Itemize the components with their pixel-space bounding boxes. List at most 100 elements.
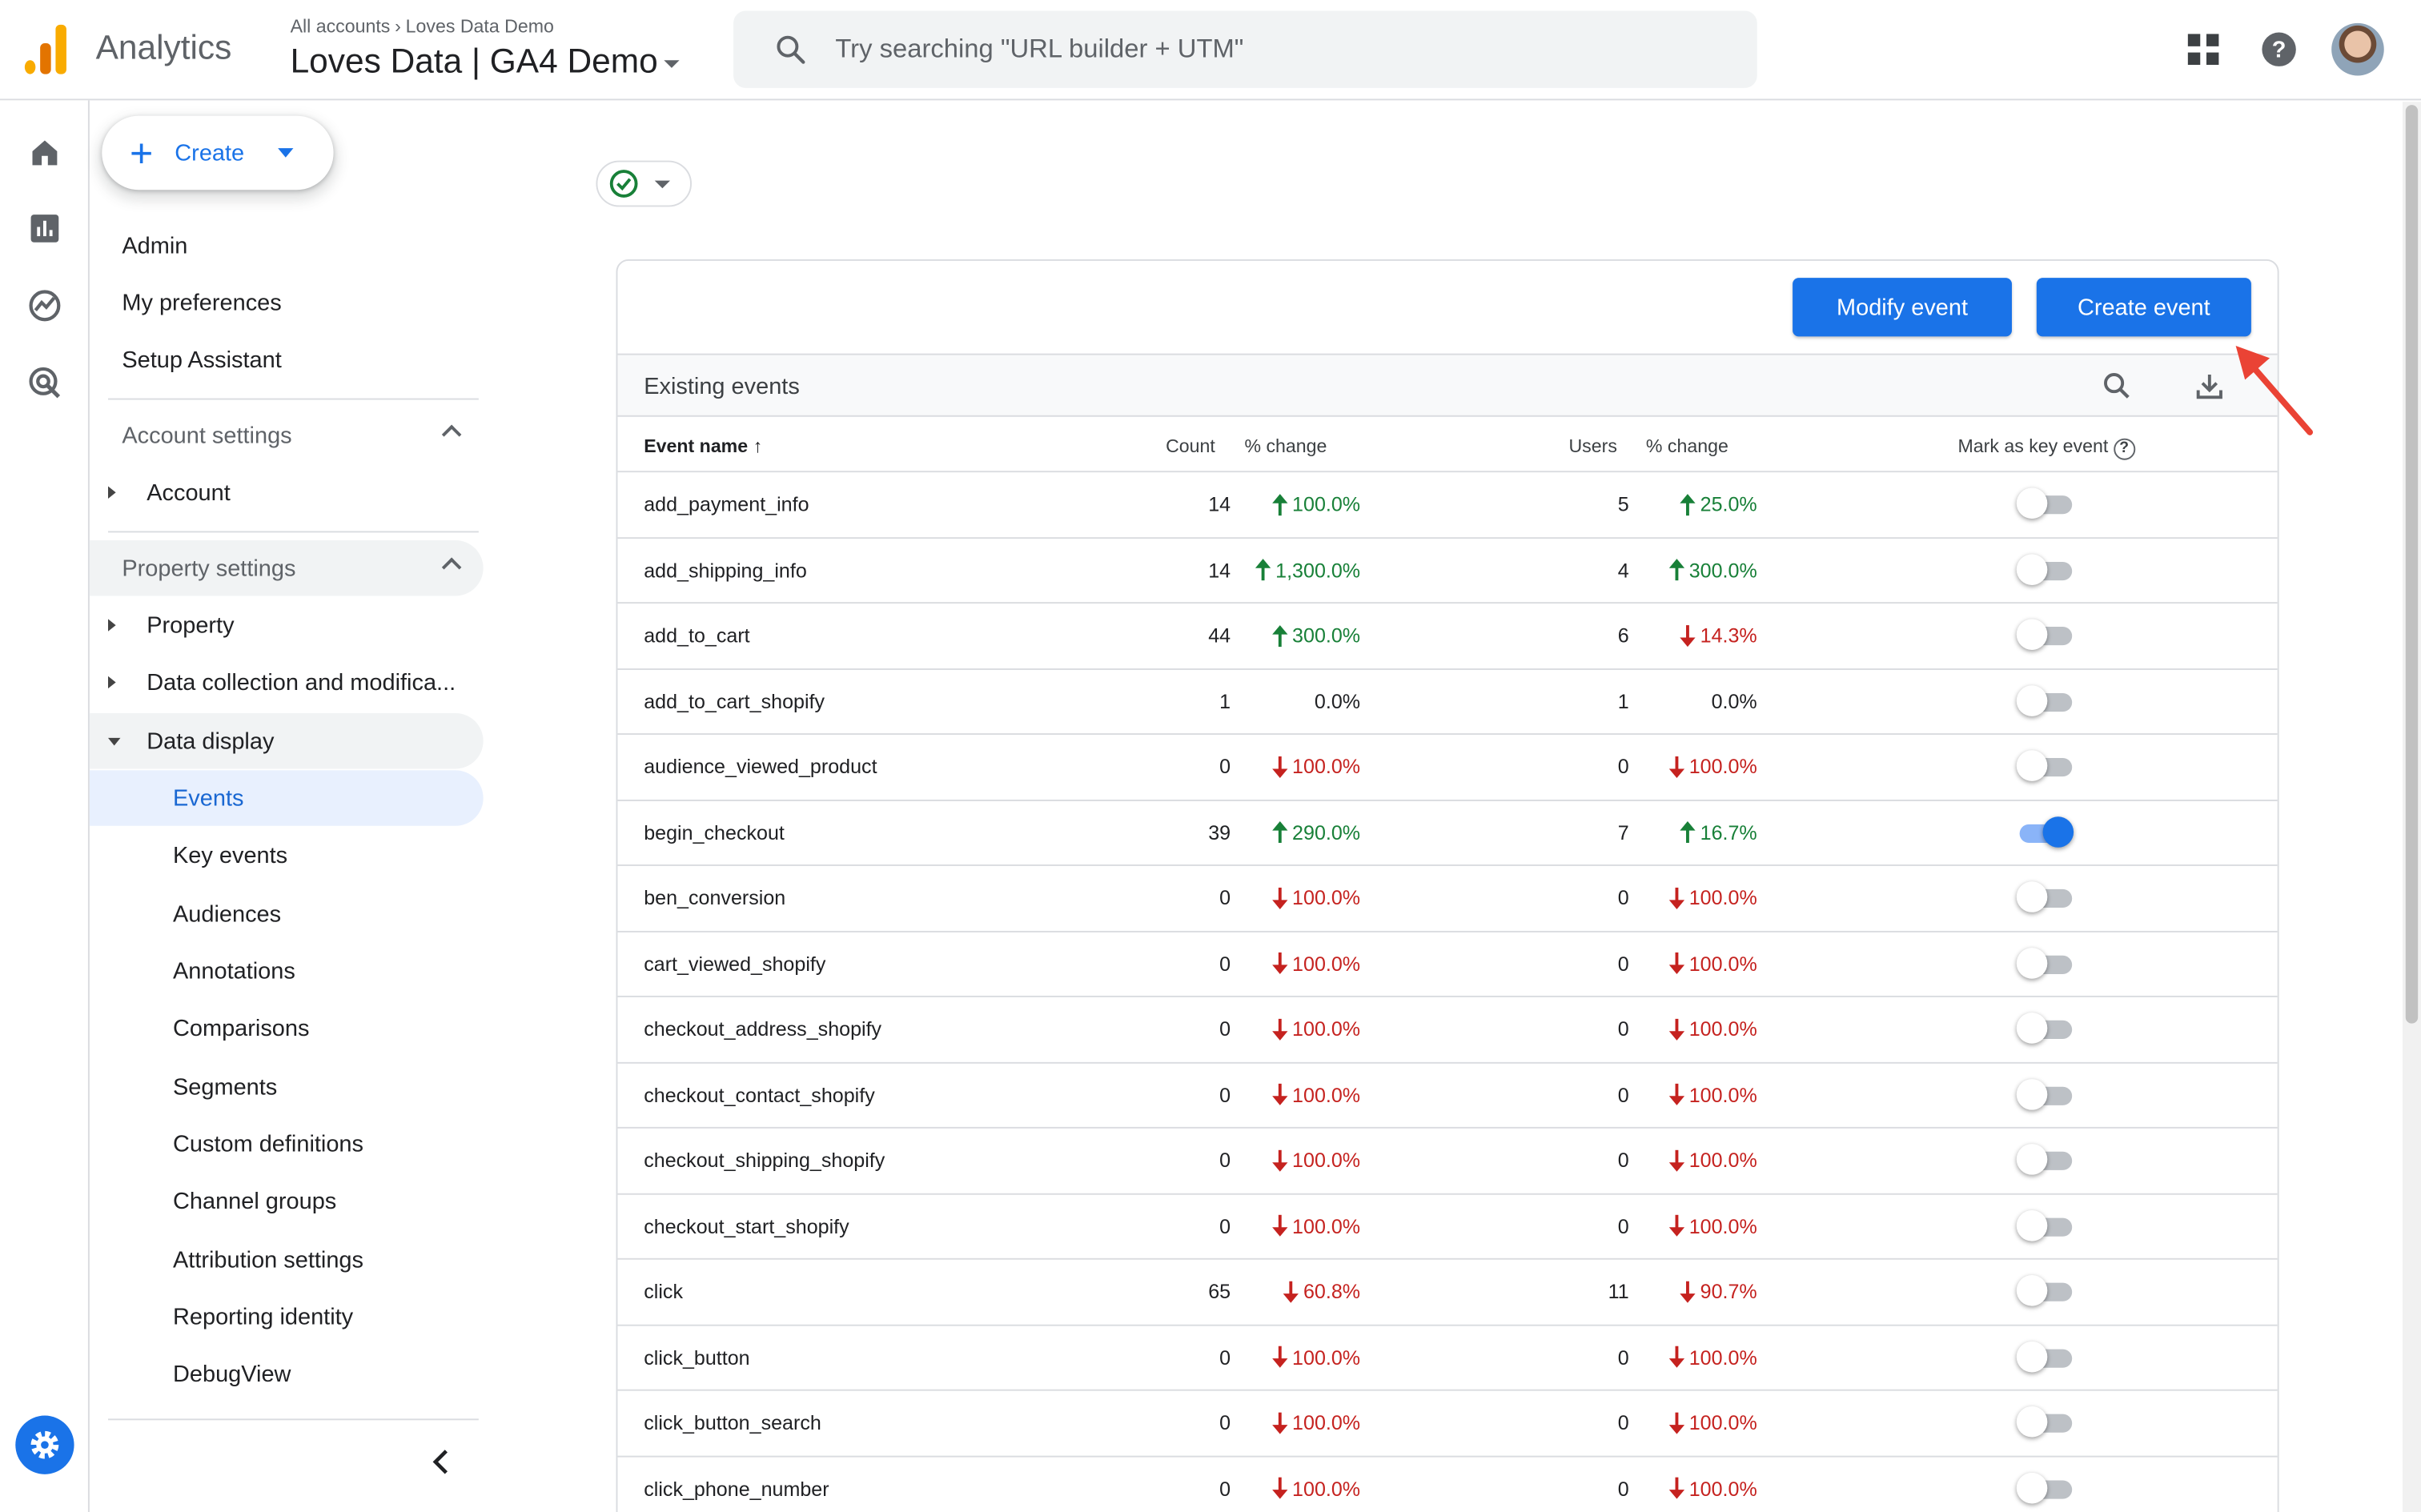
table-row[interactable]: click_phone_number 0 100.0% 0 100.0%: [617, 1457, 2277, 1512]
table-row[interactable]: audience_viewed_product 0 100.0% 0 100.0%: [617, 735, 2278, 800]
nav-my-preferences[interactable]: My preferences: [90, 275, 484, 330]
key-event-toggle[interactable]: [2016, 947, 2073, 978]
nav-custom-definitions[interactable]: Custom definitions: [90, 1116, 484, 1171]
breadcrumb-all-accounts[interactable]: All accounts: [290, 15, 391, 38]
event-name[interactable]: click_button: [644, 1345, 750, 1369]
key-event-toggle[interactable]: [2016, 1471, 2073, 1503]
key-event-toggle[interactable]: [2016, 881, 2073, 912]
key-event-toggle[interactable]: [2016, 750, 2073, 781]
collapse-nav-chevron-left-icon[interactable]: [423, 1443, 460, 1480]
nav-data-collection[interactable]: Data collection and modifica...: [90, 655, 484, 710]
event-name[interactable]: add_to_cart_shopify: [644, 689, 825, 713]
dropdown-caret-icon: [664, 59, 680, 68]
property-selector[interactable]: Loves Data | GA4 Demo: [291, 42, 680, 82]
create-event-button[interactable]: Create event: [2036, 278, 2251, 337]
explore-icon[interactable]: [26, 287, 63, 324]
data-status-chip[interactable]: [596, 160, 693, 207]
arrow-down-icon: [1271, 1346, 1288, 1368]
header-users[interactable]: Users: [1568, 435, 1617, 457]
event-name[interactable]: click: [644, 1279, 683, 1303]
event-name[interactable]: ben_conversion: [644, 886, 786, 909]
nav-account[interactable]: Account: [90, 465, 484, 520]
nav-setup-assistant[interactable]: Setup Assistant: [90, 332, 484, 387]
nav-channel-groups[interactable]: Channel groups: [90, 1173, 484, 1229]
search-icon[interactable]: [2100, 369, 2134, 403]
key-event-toggle[interactable]: [2016, 619, 2073, 650]
key-event-toggle[interactable]: [2016, 1209, 2073, 1241]
key-event-toggle[interactable]: [2016, 1144, 2073, 1175]
event-name[interactable]: add_shipping_info: [644, 558, 807, 582]
search-bar[interactable]: [733, 10, 1757, 88]
scrollbar-thumb[interactable]: [2405, 105, 2419, 1024]
analytics-logo-icon[interactable]: [24, 24, 68, 74]
table-row[interactable]: ben_conversion 0 100.0% 0 100.0%: [617, 866, 2278, 932]
nav-annotations[interactable]: Annotations: [90, 943, 484, 998]
nav-segments[interactable]: Segments: [90, 1059, 484, 1114]
advertising-icon[interactable]: [26, 364, 63, 401]
key-event-toggle[interactable]: [2016, 1340, 2073, 1372]
table-row[interactable]: checkout_contact_shopify 0 100.0% 0 100.0%: [617, 1063, 2278, 1129]
key-event-toggle[interactable]: [2016, 487, 2073, 519]
reports-icon[interactable]: [26, 210, 63, 247]
nav-audiences[interactable]: Audiences: [90, 886, 484, 941]
table-row[interactable]: add_to_cart_shopify 1 0.0% 1 0.0%: [617, 669, 2278, 736]
search-input[interactable]: [835, 10, 1700, 88]
event-name[interactable]: add_to_cart: [644, 624, 750, 648]
nav-property[interactable]: Property: [90, 597, 484, 652]
event-name[interactable]: checkout_contact_shopify: [644, 1082, 875, 1106]
page-scrollbar[interactable]: [2402, 102, 2421, 1512]
event-name[interactable]: click_button_search: [644, 1410, 821, 1434]
key-event-toggle[interactable]: [2016, 1406, 2073, 1438]
nav-reporting-identity[interactable]: Reporting identity: [90, 1289, 484, 1344]
table-row[interactable]: add_shipping_info 14 1,300.0% 4 300.0%: [617, 538, 2278, 604]
table-row[interactable]: checkout_address_shopify 0 100.0% 0 100.0%: [617, 997, 2278, 1063]
download-icon[interactable]: [2193, 369, 2226, 403]
nav-events[interactable]: Events: [89, 770, 484, 826]
help-circle-icon[interactable]: ?: [2113, 438, 2135, 460]
key-event-toggle[interactable]: [2016, 553, 2073, 584]
table-row[interactable]: click_button_search 0 100.0% 0 100.0%: [617, 1391, 2278, 1457]
event-name[interactable]: begin_checkout: [644, 820, 785, 844]
key-event-toggle[interactable]: [2016, 1275, 2073, 1306]
table-row[interactable]: click_button 0 100.0% 0 100.0%: [617, 1326, 2278, 1391]
event-name[interactable]: checkout_shipping_shopify: [644, 1148, 885, 1172]
event-name[interactable]: checkout_address_shopify: [644, 1017, 882, 1041]
breadcrumb-account[interactable]: Loves Data Demo: [405, 15, 554, 38]
key-event-toggle[interactable]: [2017, 816, 2074, 847]
nav-comparisons[interactable]: Comparisons: [90, 1001, 484, 1056]
table-row[interactable]: checkout_start_shopify 0 100.0% 0 100.0%: [617, 1194, 2278, 1260]
nav-account-settings[interactable]: Account settings: [90, 407, 484, 463]
arrow-down-icon: [1668, 952, 1684, 974]
create-button[interactable]: + Create: [102, 115, 334, 191]
table-row[interactable]: cart_viewed_shopify 0 100.0% 0 100.0%: [617, 932, 2278, 997]
nav-key-events[interactable]: Key events: [90, 828, 484, 883]
event-name[interactable]: checkout_start_shopify: [644, 1213, 849, 1237]
modify-event-button[interactable]: Modify event: [1793, 278, 2012, 337]
event-name[interactable]: click_phone_number: [644, 1476, 829, 1500]
event-name[interactable]: audience_viewed_product: [644, 755, 877, 779]
header-count[interactable]: Count: [1166, 435, 1215, 457]
event-name[interactable]: cart_viewed_shopify: [644, 951, 826, 975]
nav-admin[interactable]: Admin: [90, 218, 484, 273]
home-icon[interactable]: [26, 134, 63, 171]
key-event-toggle[interactable]: [2016, 1078, 2073, 1109]
key-event-toggle[interactable]: [2016, 1013, 2073, 1044]
event-name[interactable]: add_payment_info: [644, 492, 809, 516]
nav-attribution-settings[interactable]: Attribution settings: [90, 1232, 484, 1287]
nav-property-settings[interactable]: Property settings: [89, 540, 484, 596]
header-count-change[interactable]: % change: [1244, 435, 1327, 457]
table-row[interactable]: add_to_cart 44 300.0% 6 14.3%: [617, 604, 2278, 670]
apps-grid-icon[interactable]: [2180, 26, 2226, 73]
account-avatar[interactable]: [2331, 22, 2384, 76]
table-row[interactable]: checkout_shipping_shopify 0 100.0% 0 100.0%: [617, 1129, 2278, 1194]
sort-event-name[interactable]: Event name ↑: [644, 435, 762, 457]
key-event-toggle[interactable]: [2016, 684, 2073, 716]
table-row[interactable]: add_payment_info 14 100.0% 5 25.0%: [617, 472, 2278, 539]
table-row[interactable]: click 65 60.8% 11 90.7%: [617, 1260, 2278, 1326]
nav-data-display[interactable]: Data display: [89, 713, 484, 769]
help-icon[interactable]: ?: [2256, 26, 2303, 73]
header-users-change[interactable]: % change: [1645, 435, 1728, 457]
table-row[interactable]: begin_checkout 39 290.0% 7 16.7%: [617, 800, 2278, 866]
nav-debugview[interactable]: DebugView: [90, 1346, 484, 1402]
admin-gear-button[interactable]: [15, 1415, 74, 1474]
